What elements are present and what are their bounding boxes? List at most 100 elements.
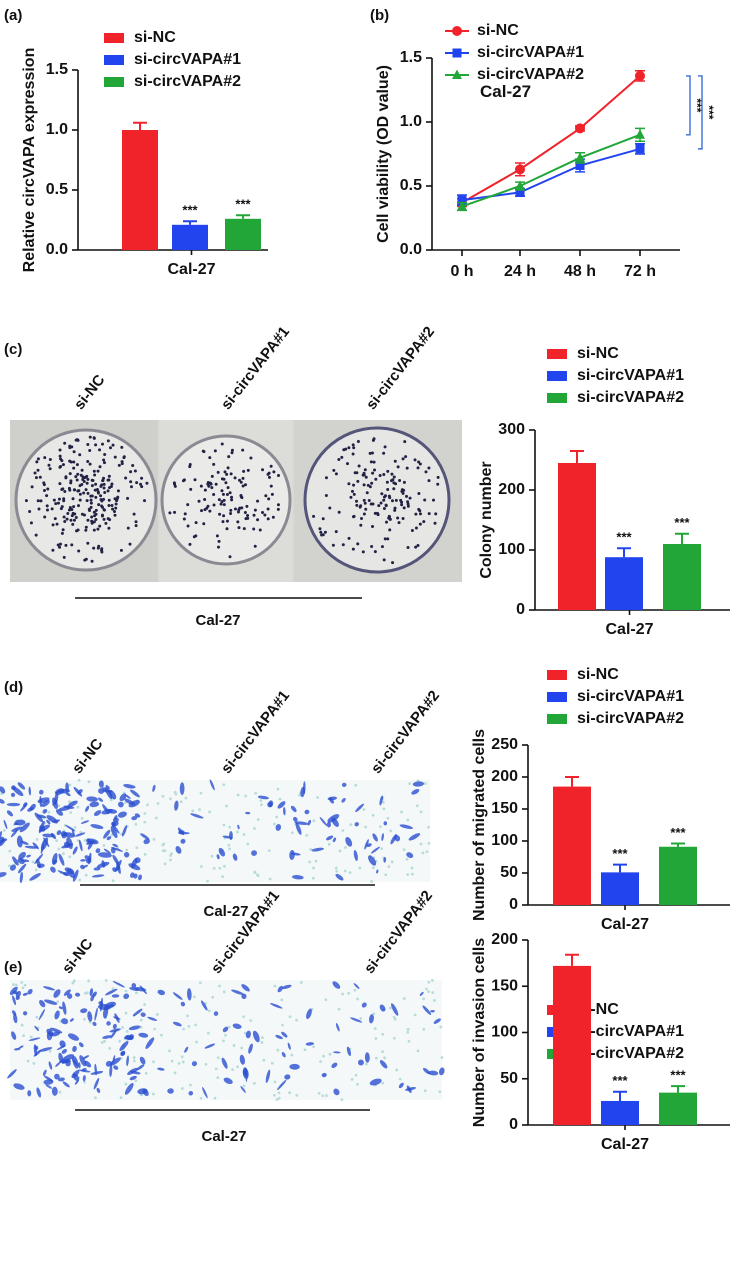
pore xyxy=(160,1033,163,1037)
pore xyxy=(20,1023,24,1027)
pore xyxy=(270,1061,274,1065)
colony xyxy=(58,542,62,546)
pore xyxy=(379,825,382,829)
pore xyxy=(370,879,374,883)
pore xyxy=(154,816,158,820)
y-tick-label: 150 xyxy=(491,800,518,817)
pore xyxy=(259,799,263,803)
pore xyxy=(222,1039,225,1043)
y-tick-label: 150 xyxy=(491,977,518,994)
marker xyxy=(452,26,462,36)
cell xyxy=(93,867,101,871)
cell xyxy=(50,1031,61,1037)
colony xyxy=(427,479,431,483)
colony xyxy=(413,458,417,462)
cell xyxy=(20,803,28,812)
pore xyxy=(356,1082,359,1086)
cell xyxy=(328,797,335,804)
colony xyxy=(100,505,104,509)
colony xyxy=(82,480,86,484)
pore xyxy=(134,991,138,995)
colony xyxy=(203,497,207,501)
cell xyxy=(62,1001,67,1015)
cell xyxy=(311,847,324,852)
colony xyxy=(102,497,106,501)
cell xyxy=(104,1001,117,1009)
pore xyxy=(20,981,24,984)
cell xyxy=(38,1008,46,1021)
colony xyxy=(94,443,98,447)
colony xyxy=(98,465,102,469)
colony xyxy=(98,524,102,528)
cell xyxy=(94,1007,98,1021)
colony xyxy=(221,492,225,496)
cell xyxy=(39,789,44,795)
pore xyxy=(184,796,188,800)
pore xyxy=(249,1019,253,1022)
colony xyxy=(56,543,60,547)
cell xyxy=(294,821,309,825)
pore xyxy=(419,810,423,814)
colony xyxy=(225,492,229,496)
colony xyxy=(75,463,79,467)
colony xyxy=(106,478,110,482)
cell xyxy=(120,1051,126,1056)
colony xyxy=(97,544,101,548)
colony xyxy=(244,483,248,487)
cell xyxy=(307,819,312,826)
colony xyxy=(324,493,328,497)
pore xyxy=(381,800,385,804)
pore xyxy=(406,818,410,822)
pore xyxy=(317,1091,321,1095)
pore xyxy=(76,805,80,809)
migration-photo xyxy=(0,778,431,884)
colony xyxy=(264,494,268,498)
cell xyxy=(119,1040,129,1051)
colony xyxy=(183,512,187,516)
colony xyxy=(427,466,431,470)
colony xyxy=(69,481,73,485)
colony xyxy=(399,498,403,502)
pore xyxy=(246,842,250,846)
colony xyxy=(347,446,351,450)
colony xyxy=(210,486,214,490)
pore xyxy=(256,873,259,877)
photo-bg xyxy=(0,780,430,882)
colony xyxy=(362,498,366,502)
cell xyxy=(0,872,7,878)
pore xyxy=(14,983,18,987)
colony xyxy=(70,514,74,518)
cell xyxy=(72,846,78,855)
colony xyxy=(217,498,221,502)
pore xyxy=(402,848,406,852)
cell xyxy=(376,869,379,874)
cell xyxy=(240,1086,246,1093)
pore xyxy=(227,843,231,847)
pore xyxy=(108,1047,112,1050)
y-tick-label: 0 xyxy=(516,601,525,618)
cell xyxy=(17,858,25,865)
colony xyxy=(386,469,390,473)
cell xyxy=(326,821,331,828)
cell xyxy=(139,1056,146,1065)
cell xyxy=(6,810,14,817)
colony xyxy=(96,527,100,531)
colony xyxy=(261,468,265,472)
cell xyxy=(93,1077,100,1090)
pore xyxy=(354,783,358,787)
colony xyxy=(222,503,226,507)
colony xyxy=(216,470,220,474)
cell xyxy=(109,1057,121,1066)
cell xyxy=(61,1018,69,1025)
x-tick-label: Cal-27 xyxy=(601,1136,649,1153)
error-bar xyxy=(675,532,689,544)
colony xyxy=(417,460,421,464)
cell xyxy=(368,855,377,866)
cell xyxy=(0,838,6,847)
colony xyxy=(111,443,115,447)
pore xyxy=(364,1062,368,1066)
cell xyxy=(145,1037,155,1049)
cell xyxy=(290,805,297,813)
colony xyxy=(397,521,401,525)
colony xyxy=(318,527,322,531)
